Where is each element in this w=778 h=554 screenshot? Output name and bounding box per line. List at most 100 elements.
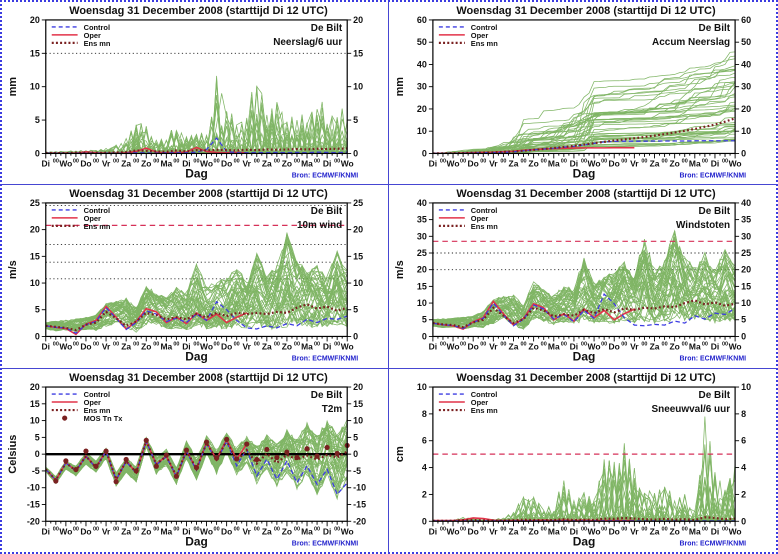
day-label: Ma	[160, 158, 172, 168]
y-tick-label: 2	[741, 489, 746, 499]
mos-tn-tx-dot	[143, 437, 149, 443]
ensemble-member-line	[45, 94, 348, 154]
day-label: Ma	[548, 342, 560, 352]
legend-item-label: Control	[84, 206, 110, 215]
y-tick-label: -5	[353, 466, 361, 476]
day-label: Ma	[301, 342, 313, 352]
ensmean-line	[45, 303, 348, 332]
ensemble-member-line	[432, 258, 736, 328]
panel-subtitle: 10m wind	[297, 220, 342, 231]
y-tick-label: 25	[353, 198, 363, 208]
legend-item-label: Control	[84, 390, 110, 399]
hour-label: 00	[73, 342, 79, 348]
y-tick-label: 20	[30, 225, 40, 235]
y-tick-label: 35	[741, 215, 751, 225]
panel-subtitle: T2m	[322, 404, 343, 415]
day-label: Wo	[341, 158, 354, 168]
ensemble-member-line	[432, 86, 736, 154]
ensemble-member-line	[45, 271, 348, 330]
y-tick-label: 30	[741, 82, 751, 92]
hour-label: 00	[662, 526, 668, 532]
y-tick-label: 5	[35, 305, 40, 315]
y-tick-label: -15	[353, 499, 366, 509]
day-label: Zo	[282, 342, 292, 352]
day-label: Zo	[141, 526, 151, 536]
y-tick-label: 4	[741, 462, 746, 472]
x-axis-label: Dag	[185, 534, 208, 548]
day-label: Ma	[160, 526, 172, 536]
hour-label: 00	[234, 342, 240, 348]
day-label: Ma	[548, 526, 560, 536]
y-tick-label: 10	[30, 82, 40, 92]
day-label: Do	[80, 158, 91, 168]
day-label: Do	[468, 158, 479, 168]
day-label: Zo	[141, 158, 151, 168]
day-label: Wo	[200, 526, 213, 536]
y-tick-label: 10	[741, 382, 751, 392]
hour-label: 00	[440, 342, 446, 348]
y-tick-label: 8	[422, 409, 427, 419]
hour-label: 00	[500, 342, 506, 348]
hour-label: 00	[314, 158, 320, 164]
oper-line	[45, 305, 248, 336]
day-label: Do	[609, 526, 620, 536]
ensemble-member-line	[432, 455, 736, 521]
day-label: Do	[468, 342, 479, 352]
hour-label: 00	[334, 526, 340, 532]
legend-mos-marker	[62, 415, 68, 421]
hour-label: 00	[440, 526, 446, 532]
y-tick-label: 0	[353, 449, 358, 459]
panel-title: Woensdag 31 December 2008 (starttijd Di …	[69, 5, 328, 17]
day-label: Za	[262, 526, 272, 536]
y-tick-label: 8	[741, 409, 746, 419]
control-line	[45, 137, 348, 154]
ensemble-member-line	[432, 240, 736, 327]
ensmean-line	[45, 147, 348, 154]
legend-item-label: Control	[471, 206, 498, 215]
panel-title: Woensdag 31 December 2008 (starttijd Di …	[456, 372, 716, 384]
y-tick-label: -20	[27, 516, 40, 526]
mos-tn-tx-dot	[183, 447, 190, 453]
y-tick-label: 20	[741, 104, 751, 114]
day-label: Ma	[548, 158, 560, 168]
y-axis-label: Celsius	[7, 434, 19, 473]
ensemble-lines	[45, 232, 348, 334]
day-label: Di	[323, 158, 331, 168]
day-label: Zo	[528, 526, 538, 536]
hour-label: 00	[641, 158, 647, 164]
hour-label: 00	[521, 158, 527, 164]
station-name: De Bilt	[699, 206, 731, 217]
y-tick-label: -10	[353, 482, 366, 492]
ensemble-member-line	[432, 265, 736, 324]
ensemble-member-line	[432, 460, 736, 521]
legend-item-label: Oper	[84, 214, 101, 223]
ensemble-member-line	[432, 58, 736, 154]
y-tick-label: 20	[30, 382, 40, 392]
y-tick-label: -10	[27, 482, 40, 492]
hour-label: 00	[541, 342, 547, 348]
panel-windstoten: 0 0 5 5 10 10 15 15 20 20 25 25 30 30 35 35 40 40 Di 00 Wo 00…	[389, 185, 776, 369]
mos-tn-tx-dot	[234, 455, 240, 462]
hour-label: 00	[480, 342, 486, 348]
panel-title: Woensdag 31 December 2008 (starttijd Di …	[456, 188, 716, 200]
legend-item-label: Ens mn	[471, 406, 498, 415]
mos-tn-tx-dot	[113, 478, 119, 484]
y-tick-label: 25	[417, 248, 427, 258]
hour-label: 00	[641, 526, 647, 532]
day-label: Za	[509, 342, 519, 352]
hour-label: 00	[561, 342, 567, 348]
ensemble-member-line	[432, 460, 736, 521]
y-tick-label: 0	[353, 332, 358, 342]
day-label: Wo	[59, 158, 72, 168]
legend-item-label: Control	[471, 390, 498, 399]
day-label: Wo	[729, 158, 742, 168]
panel-accum-neerslag: 0 0 10 10 20 20 30 30 40 40 50 50 60 60 Di 00 Wo 00 Do 00 Vr…	[389, 2, 776, 186]
y-tick-label: 10	[417, 126, 427, 136]
day-label: Di	[711, 342, 719, 352]
legend-item-label: Ens mn	[84, 39, 111, 48]
legend-item-label: MOS Tn Tx	[84, 414, 124, 423]
ensemble-lines	[432, 229, 736, 331]
mos-tn-tx-dot	[133, 467, 139, 474]
day-label: Vr	[630, 158, 639, 168]
